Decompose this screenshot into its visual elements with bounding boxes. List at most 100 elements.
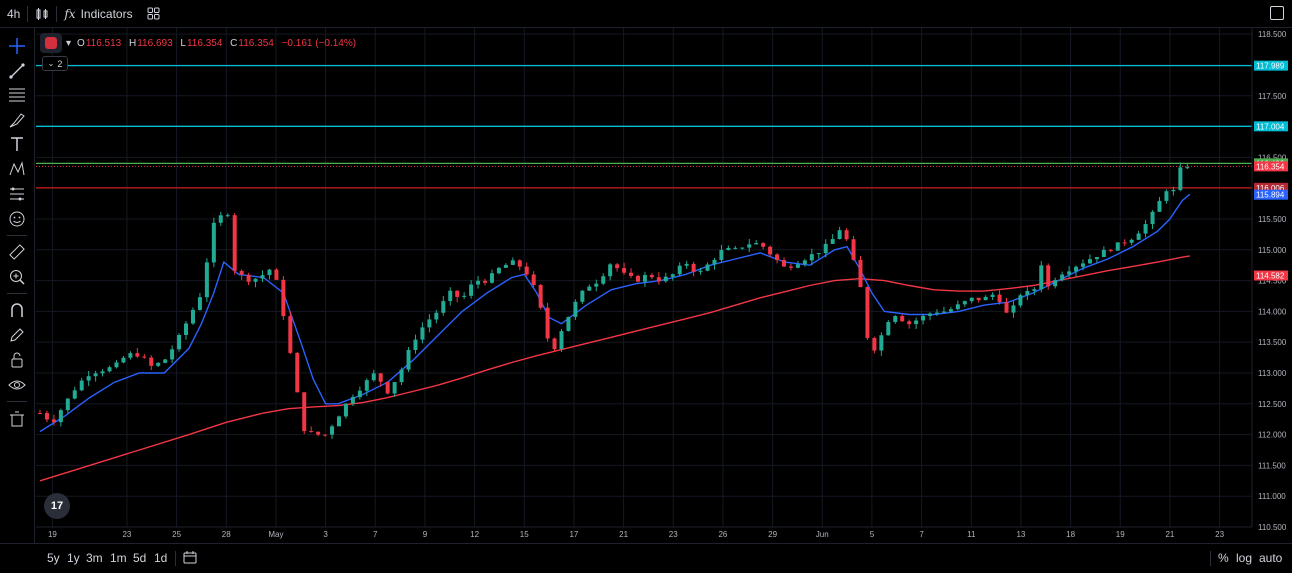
divider [56, 5, 58, 22]
magnet-icon[interactable] [7, 300, 27, 320]
candle-body [545, 307, 550, 339]
emoji-icon[interactable] [7, 209, 27, 229]
trend-line-icon[interactable] [7, 61, 27, 81]
top-toolbar: 4h fx Indicators [0, 0, 1292, 28]
brush-icon[interactable] [7, 110, 27, 130]
indicator-count: 2 [57, 58, 63, 69]
candle-body [448, 290, 453, 302]
x-tick-label: 25 [172, 530, 181, 539]
range-3m[interactable]: 3m [86, 551, 103, 565]
indicators-button[interactable]: fx Indicators [57, 0, 139, 27]
candle-body [1053, 280, 1058, 287]
lock-icon[interactable] [7, 350, 27, 370]
y-tick-label: 117.000 [1258, 123, 1287, 132]
percent-toggle[interactable]: % [1218, 551, 1229, 565]
candle-body [983, 296, 988, 301]
chart-type-button[interactable] [28, 0, 56, 27]
divider [7, 293, 27, 294]
candle-body [934, 312, 939, 314]
range-5y[interactable]: 5y [47, 551, 60, 565]
ohlc-values: O116.513 H116.693 L116.354 C116.354 −0.1… [77, 38, 361, 49]
y-tick-label: 111.000 [1258, 492, 1286, 501]
candle-body [1067, 271, 1072, 275]
tradingview-logo-icon[interactable]: 17 [44, 493, 70, 519]
candle-body [496, 267, 501, 274]
candle-body [698, 270, 703, 272]
x-tick-label: 29 [768, 530, 777, 539]
candle-body [72, 390, 77, 399]
eye-icon[interactable] [7, 375, 27, 395]
candle-body [1164, 191, 1169, 201]
x-tick-label: 23 [122, 530, 131, 539]
candle-body [948, 309, 953, 312]
pencil-lock-icon[interactable] [7, 325, 27, 345]
price-axis-bg [1252, 28, 1292, 527]
candle-body [670, 274, 675, 277]
candle-body [364, 380, 369, 391]
candle-body [914, 320, 919, 325]
candle-body [107, 367, 112, 372]
grid-icon [147, 7, 160, 20]
candle-body [837, 230, 842, 240]
y-tick-label: 116.500 [1258, 153, 1287, 162]
candle-body [955, 304, 960, 310]
log-toggle[interactable]: log [1236, 551, 1253, 565]
candle-body [608, 264, 613, 277]
symbol-logo-icon[interactable] [40, 33, 62, 53]
zoom-in-icon[interactable] [7, 267, 27, 287]
trash-icon[interactable] [7, 409, 27, 429]
price-label-text: 116.403 [1256, 159, 1285, 168]
candle-body [559, 331, 564, 350]
y-tick-label: 114.000 [1258, 307, 1287, 316]
interval-button[interactable]: 4h [0, 0, 27, 27]
price-label-text: 116.006 [1256, 184, 1285, 193]
chart-grid [36, 28, 1252, 528]
range-1m[interactable]: 1m [110, 551, 127, 565]
fib-retracement-icon[interactable] [7, 85, 27, 105]
x-tick-label: 7 [919, 530, 924, 539]
candle-body [1122, 242, 1127, 244]
low-label: L [180, 37, 186, 49]
indicators-toggle[interactable]: ⌄ 2 [42, 56, 68, 71]
candle-body [309, 431, 314, 433]
candle-body [399, 369, 404, 383]
prediction-icon[interactable] [7, 184, 27, 204]
candle-body [232, 215, 237, 271]
candle-body [476, 280, 481, 285]
series-price-label [1254, 270, 1288, 281]
candle-body [350, 397, 355, 404]
candle-body [677, 265, 682, 275]
candle-body [79, 380, 84, 391]
range-1y[interactable]: 1y [67, 551, 80, 565]
candle-body [503, 264, 508, 268]
ruler-icon[interactable] [7, 242, 27, 262]
candle-body [86, 376, 91, 381]
x-tick-label: 5 [870, 530, 875, 539]
candle-body [754, 243, 759, 245]
candle-body [357, 390, 362, 398]
candle-body [907, 321, 912, 325]
candle-body [879, 335, 884, 351]
pattern-icon[interactable] [7, 159, 27, 179]
candle-body [371, 373, 376, 381]
range-5d[interactable]: 5d [133, 551, 147, 565]
auto-toggle[interactable]: auto [1259, 551, 1283, 565]
x-tick-label: 19 [1116, 530, 1125, 539]
candle-body [886, 322, 891, 336]
calendar-icon[interactable] [183, 550, 197, 567]
text-icon[interactable] [7, 134, 27, 154]
candle-body [190, 309, 195, 324]
candle-body [330, 426, 335, 435]
candle-body [170, 349, 175, 360]
y-tick-label: 114.500 [1258, 277, 1287, 286]
x-tick-label: 13 [1016, 530, 1025, 539]
crosshair-icon[interactable] [7, 36, 27, 56]
fullscreen-icon[interactable] [1270, 6, 1284, 20]
chevron-down-icon[interactable]: ▾ [66, 37, 72, 49]
y-tick-label: 112.000 [1258, 431, 1287, 440]
range-1d[interactable]: 1d [154, 551, 168, 565]
layouts-button[interactable] [140, 0, 167, 27]
candle-body [1101, 249, 1106, 258]
candle-body [135, 353, 140, 357]
